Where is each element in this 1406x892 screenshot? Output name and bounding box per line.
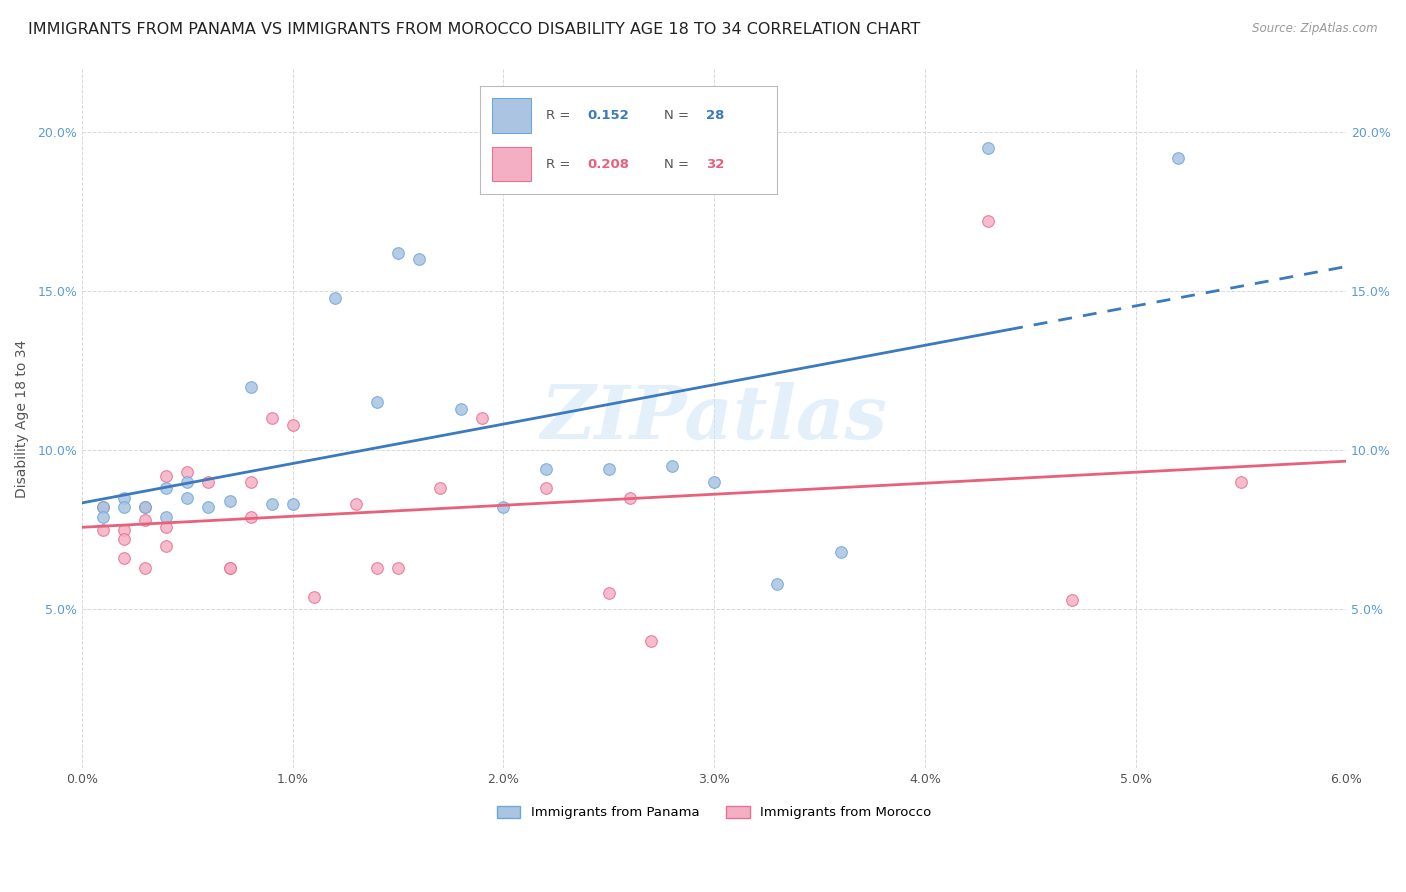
Point bbox=[155, 510, 177, 524]
Point bbox=[492, 500, 515, 515]
Point bbox=[155, 481, 177, 495]
Point bbox=[218, 561, 240, 575]
Point bbox=[112, 551, 135, 566]
Point bbox=[239, 475, 262, 489]
Point bbox=[1167, 151, 1189, 165]
Point bbox=[387, 561, 409, 575]
Point bbox=[766, 576, 789, 591]
Point bbox=[387, 246, 409, 260]
Point bbox=[91, 510, 114, 524]
Point bbox=[134, 500, 156, 515]
Point bbox=[429, 481, 451, 495]
Point bbox=[155, 519, 177, 533]
Point bbox=[176, 466, 198, 480]
Point bbox=[450, 401, 472, 416]
Point bbox=[134, 500, 156, 515]
Point bbox=[260, 411, 283, 425]
Point bbox=[218, 494, 240, 508]
Point bbox=[197, 475, 219, 489]
Point bbox=[366, 561, 388, 575]
Point bbox=[112, 500, 135, 515]
Point bbox=[977, 141, 1000, 155]
Point bbox=[619, 491, 641, 505]
Point bbox=[176, 491, 198, 505]
Point bbox=[1062, 592, 1084, 607]
Point bbox=[640, 634, 662, 648]
Point bbox=[703, 475, 725, 489]
Point bbox=[91, 523, 114, 537]
Y-axis label: Disability Age 18 to 34: Disability Age 18 to 34 bbox=[15, 339, 30, 498]
Point bbox=[134, 513, 156, 527]
Point bbox=[239, 379, 262, 393]
Point bbox=[598, 462, 620, 476]
Point bbox=[598, 586, 620, 600]
Point bbox=[661, 459, 683, 474]
Point bbox=[134, 561, 156, 575]
Point bbox=[176, 475, 198, 489]
Point bbox=[91, 500, 114, 515]
Point bbox=[344, 497, 367, 511]
Point bbox=[260, 497, 283, 511]
Point bbox=[534, 481, 557, 495]
Point bbox=[91, 500, 114, 515]
Legend: Immigrants from Panama, Immigrants from Morocco: Immigrants from Panama, Immigrants from … bbox=[492, 800, 936, 824]
Point bbox=[1230, 475, 1253, 489]
Point bbox=[302, 590, 325, 604]
Point bbox=[112, 491, 135, 505]
Point bbox=[112, 523, 135, 537]
Point bbox=[534, 462, 557, 476]
Point bbox=[239, 510, 262, 524]
Point bbox=[155, 539, 177, 553]
Point bbox=[471, 411, 494, 425]
Point bbox=[112, 533, 135, 547]
Point bbox=[408, 252, 430, 267]
Point bbox=[323, 291, 346, 305]
Point bbox=[155, 468, 177, 483]
Point bbox=[281, 417, 304, 432]
Point bbox=[197, 500, 219, 515]
Text: ZIPatlas: ZIPatlas bbox=[541, 382, 887, 455]
Point bbox=[281, 497, 304, 511]
Point bbox=[830, 545, 852, 559]
Text: Source: ZipAtlas.com: Source: ZipAtlas.com bbox=[1253, 22, 1378, 36]
Point bbox=[218, 561, 240, 575]
Point bbox=[366, 395, 388, 409]
Text: IMMIGRANTS FROM PANAMA VS IMMIGRANTS FROM MOROCCO DISABILITY AGE 18 TO 34 CORREL: IMMIGRANTS FROM PANAMA VS IMMIGRANTS FRO… bbox=[28, 22, 921, 37]
Point bbox=[977, 214, 1000, 228]
